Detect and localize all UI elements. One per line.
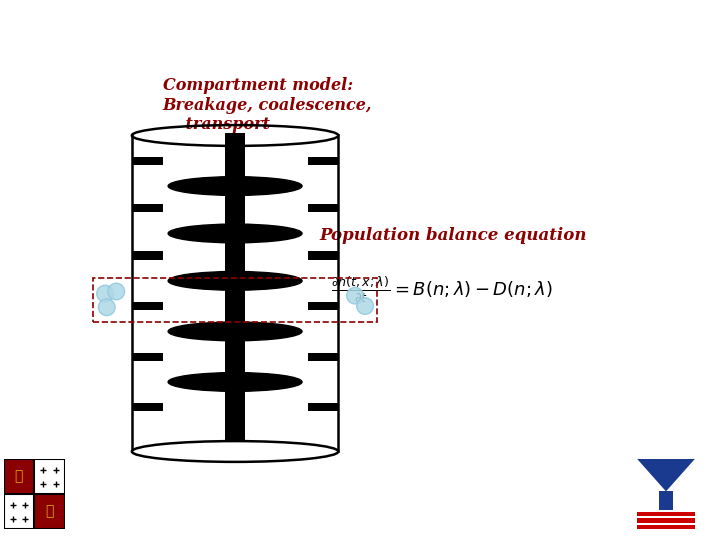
Text: Population balance equation: Population balance equation [319,227,587,244]
Bar [132,403,163,411]
Bar [307,204,338,212]
Ellipse shape [132,441,338,462]
Ellipse shape [168,322,302,341]
Text: ℒ: ℒ [45,505,54,518]
Bar [637,518,695,523]
Bar [637,525,695,529]
Ellipse shape [168,224,302,243]
Bar [225,133,245,441]
Text: ℒ: ℒ [14,470,23,483]
Bar [307,157,338,165]
Ellipse shape [168,177,302,195]
Bar [307,252,338,260]
Bar [35,459,65,494]
Ellipse shape [96,285,114,302]
Bar [132,302,163,310]
Bar [93,278,377,322]
Bar [132,157,163,165]
Bar [307,403,338,411]
Text: Compartment model:
Breakage, coalescence,
    transport: Compartment model: Breakage, coalescence… [163,77,372,133]
Text: $\frac{\partial n\left(t,x;\lambda\right)}{\partial t} = B\left(n;\lambda\right): $\frac{\partial n\left(t,x;\lambda\right… [330,274,552,304]
Bar [307,302,338,310]
Polygon shape [637,459,695,491]
Bar [132,353,163,361]
Bar [4,494,35,529]
Bar [307,353,338,361]
Ellipse shape [108,283,125,300]
Bar [35,494,65,529]
Bar [132,252,163,260]
Ellipse shape [99,299,115,315]
Ellipse shape [168,373,302,392]
Bar [659,491,673,510]
Ellipse shape [356,298,374,314]
Bar [637,512,695,516]
Bar [4,459,35,494]
Bar [132,204,163,212]
Ellipse shape [168,272,302,290]
Ellipse shape [347,287,364,304]
